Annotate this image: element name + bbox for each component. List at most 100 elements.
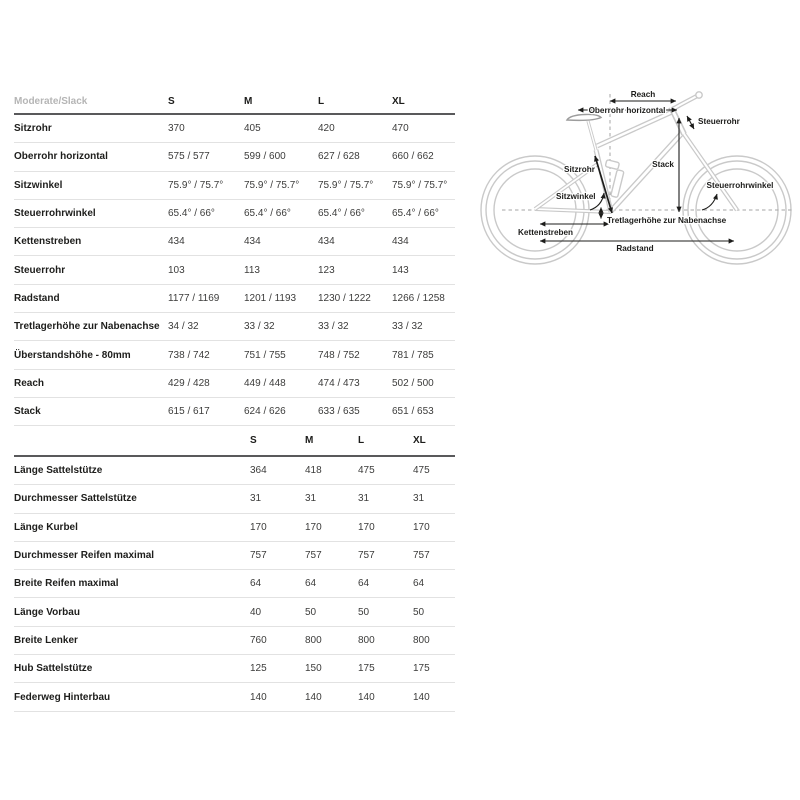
row-value: 1177 / 1169 [168, 284, 244, 314]
row-value: 65.4° / 66° [392, 199, 455, 229]
row-value: 434 [318, 227, 392, 257]
row-label: Federweg Hinterbau [14, 682, 250, 712]
table-row: Kettenstreben 434 434 434 434 [14, 227, 455, 257]
col-header-l: L [318, 90, 392, 115]
row-value: 50 [305, 597, 358, 627]
table-row: Hub Sattelstütze 125 150 175 175 [14, 654, 455, 684]
row-value: 364 [250, 456, 305, 486]
row-label: Länge Kurbel [14, 513, 250, 542]
row-value: 150 [305, 654, 358, 684]
row-value: 1266 / 1258 [392, 284, 455, 314]
handlebar-grip-icon [695, 91, 703, 99]
row-label: Tretlagerhöhe zur Nabenachse [14, 312, 168, 342]
col-header-xl: XL [413, 426, 455, 457]
row-label: Sitzwinkel [14, 171, 168, 200]
row-value: 75.9° / 75.7° [244, 171, 318, 200]
row-value: 125 [250, 654, 305, 684]
row-value: 31 [250, 484, 305, 514]
row-value: 738 / 742 [168, 340, 244, 370]
row-value: 633 / 635 [318, 397, 392, 427]
table-row: Breite Reifen maximal 64 64 64 64 [14, 569, 455, 599]
diagram-labels: Reach Oberrohr horizontal Steuerrohr Sta… [517, 89, 775, 255]
row-label: Breite Reifen maximal [14, 569, 250, 599]
row-value: 1230 / 1222 [318, 284, 392, 314]
row-value: 420 [318, 114, 392, 144]
row-value: 33 / 32 [244, 312, 318, 342]
col-header-l: L [358, 426, 413, 457]
row-value: 140 [358, 682, 413, 712]
table-row: Länge Kurbel 170 170 170 170 [14, 513, 455, 542]
row-value: 624 / 626 [244, 397, 318, 427]
row-label: Kettenstreben [14, 227, 168, 257]
bike-frame-icon [533, 91, 739, 214]
rear-shock-icon [610, 169, 625, 198]
row-value: 50 [358, 597, 413, 627]
components-table-header: S M L XL [14, 426, 455, 457]
geometry-table-header: Moderate/Slack S M L XL [14, 90, 455, 115]
row-label: Hub Sattelstütze [14, 654, 250, 684]
row-value: 140 [413, 682, 455, 712]
table-row: Stack 615 / 617 624 / 626 633 / 635 651 / 65… [14, 397, 455, 427]
table-row: Federweg Hinterbau 140 140 140 140 [14, 682, 455, 712]
table-row: Länge Vorbau 40 50 50 50 [14, 597, 455, 627]
row-value: 170 [413, 513, 455, 542]
row-value: 757 [358, 541, 413, 571]
row-value: 800 [413, 626, 455, 656]
row-label: Durchmesser Reifen maximal [14, 541, 250, 571]
row-label: Länge Sattelstütze [14, 456, 250, 486]
table-row: Länge Sattelstütze 364 418 475 475 [14, 456, 455, 486]
row-label: Oberrohr horizontal [14, 142, 168, 172]
col-header-xl: XL [392, 90, 455, 115]
row-value: 757 [413, 541, 455, 571]
saddle-icon [565, 113, 603, 122]
components-table: S M L XL Länge Sattelstütze 364 418 475 475 D… [14, 426, 455, 712]
row-value: 434 [392, 227, 455, 257]
row-label: Stack [14, 397, 168, 427]
row-label: Überstandshöhe - 80mm [14, 340, 168, 370]
row-label: Steuerrohr [14, 255, 168, 285]
table-row: Sitzrohr 370 405 420 470 [14, 114, 455, 144]
row-value: 800 [358, 626, 413, 656]
row-value: 475 [413, 456, 455, 486]
table-row: Durchmesser Reifen maximal 757 757 757 757 [14, 541, 455, 571]
row-label: Sitzrohr [14, 114, 168, 144]
col-header-m: M [244, 90, 318, 115]
row-value: 751 / 755 [244, 340, 318, 370]
reach-label: Reach [631, 90, 656, 99]
row-value: 502 / 500 [392, 369, 455, 398]
row-value: 64 [250, 569, 305, 599]
row-value: 599 / 600 [244, 142, 318, 172]
table-row: Tretlagerhöhe zur Nabenachse 34 / 32 33 / … [14, 312, 455, 342]
row-value: 757 [305, 541, 358, 571]
row-value: 170 [250, 513, 305, 542]
row-value: 170 [358, 513, 413, 542]
row-value: 65.4° / 66° [318, 199, 392, 229]
row-value: 140 [250, 682, 305, 712]
row-label: Durchmesser Sattelstütze [14, 484, 250, 514]
sitzwinkel-label: Sitzwinkel [556, 192, 596, 201]
row-label: Steuerrohrwinkel [14, 199, 168, 229]
row-value: 449 / 448 [244, 369, 318, 398]
shock-linkage-icon [604, 159, 620, 170]
row-label: Breite Lenker [14, 626, 250, 656]
row-value: 800 [305, 626, 358, 656]
sitzrohr-arrow [594, 155, 613, 214]
row-label: Radstand [14, 284, 168, 314]
row-value: 123 [318, 255, 392, 285]
row-value: 170 [305, 513, 358, 542]
row-value: 33 / 32 [392, 312, 455, 342]
row-value: 781 / 785 [392, 340, 455, 370]
steuerrohr-arrow [686, 115, 695, 130]
row-value: 64 [413, 569, 455, 599]
row-value: 175 [413, 654, 455, 684]
row-value: 405 [244, 114, 318, 144]
row-value: 75.9° / 75.7° [168, 171, 244, 200]
row-value: 64 [358, 569, 413, 599]
row-value: 103 [168, 255, 244, 285]
row-value: 75.9° / 75.7° [392, 171, 455, 200]
row-value: 757 [250, 541, 305, 571]
radstand-label: Radstand [616, 244, 653, 253]
oberrohr-label: Oberrohr horizontal [589, 106, 666, 115]
row-value: 31 [305, 484, 358, 514]
